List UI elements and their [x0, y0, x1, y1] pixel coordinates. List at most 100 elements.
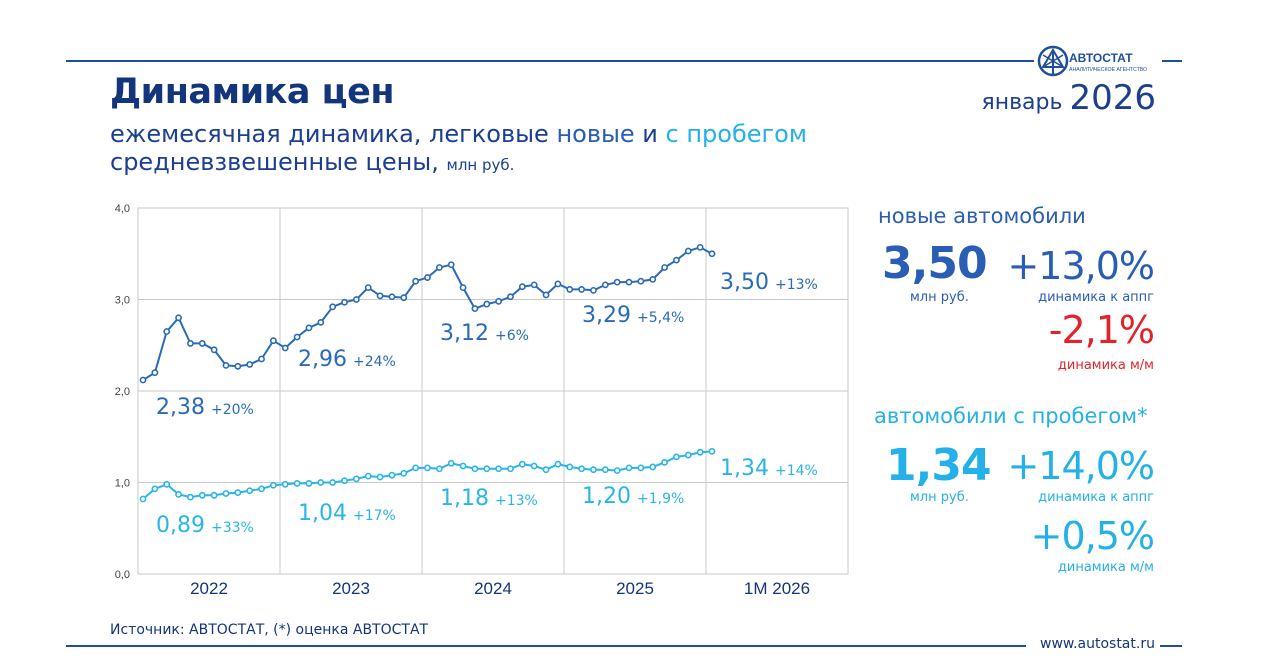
- new-data-point: [649, 275, 657, 283]
- used-data-point: [341, 477, 348, 485]
- new-cars-heading: новые автомобили: [878, 204, 1086, 228]
- y-tick-label: 4,0: [115, 203, 130, 215]
- new-data-point: [269, 337, 277, 345]
- used-data-point: [364, 472, 372, 480]
- new-period-value: 3,29: [582, 303, 631, 328]
- used-data-point: [649, 463, 657, 471]
- new-data-point: [364, 284, 372, 292]
- new-data-point: [578, 286, 586, 293]
- report-period: январь 2026: [981, 78, 1156, 118]
- used-data-point: [412, 464, 420, 472]
- used-data-point: [578, 465, 586, 473]
- price-chart: 0,0 1,0 2,0 3,0 4,0 2022 2023 2024 2025 1M 2026 2,…: [115, 203, 849, 598]
- new-data-point: [696, 243, 704, 251]
- used-data-point: [459, 462, 467, 470]
- new-data-point: [566, 286, 574, 293]
- new-data-point: [590, 286, 597, 294]
- used-data-point: [352, 475, 360, 483]
- used-data-point: [317, 479, 325, 486]
- subtitle-2-text: средневзвешенные цены,: [110, 148, 447, 176]
- subtitle-line-2: средневзвешенные цены, млн руб.: [110, 148, 514, 176]
- used-data-point: [590, 466, 597, 474]
- new-data-point: [388, 293, 396, 301]
- subtitle-used: с пробегом: [665, 120, 807, 148]
- used-data-point: [269, 481, 277, 489]
- new-period-change: +13%: [775, 277, 818, 293]
- subtitle-line-1: ежемесячная динамика, легковые новые и с…: [110, 120, 807, 148]
- logo-name: АВТОСТАТ: [1069, 51, 1133, 65]
- used-data-point: [388, 471, 396, 479]
- used-period-change: +1,9%: [637, 491, 684, 507]
- new-data-point: [210, 346, 218, 354]
- used-period-change: +33%: [211, 520, 254, 536]
- new-data-point: [151, 369, 159, 377]
- new-data-point: [234, 362, 242, 370]
- new-period-change: +6%: [495, 328, 529, 344]
- used-data-point: [447, 459, 455, 467]
- new-data-point: [554, 280, 562, 288]
- new-data-point: [625, 278, 633, 286]
- used-data-point: [554, 460, 562, 468]
- new-data-point: [305, 324, 313, 332]
- used-data-point: [187, 493, 194, 501]
- x-period-label: 2025: [616, 579, 654, 598]
- logo-mark-icon: АВТОСТАТ АНАЛИТИЧЕСКОЕ АГЕНТСТВО: [1037, 45, 1147, 77]
- used-period-label: 1,20 +1,9%: [582, 484, 684, 509]
- used-data-point: [495, 465, 503, 473]
- new-data-point: [459, 284, 467, 292]
- used-data-point: [281, 480, 289, 488]
- used-period-value: 1,18: [440, 486, 489, 511]
- new-period-change: +20%: [211, 402, 254, 418]
- used-data-point: [684, 451, 692, 459]
- period-year: 2026: [1069, 78, 1156, 118]
- x-period-label: 2022: [190, 579, 228, 598]
- used-data-point: [566, 463, 574, 471]
- period-month: январь: [981, 90, 1070, 115]
- new-data-point: [542, 291, 550, 299]
- used-data-point: [246, 487, 254, 495]
- used-period-change: +17%: [353, 508, 396, 524]
- new-data-point: [424, 274, 431, 281]
- used-data-point: [329, 479, 337, 486]
- new-data-point: [198, 340, 206, 347]
- used-period-value: 0,89: [156, 513, 205, 538]
- new-cars-mom-caption: динамика м/м: [1057, 358, 1154, 373]
- used-data-point: [542, 466, 550, 474]
- used-data-point: [661, 458, 668, 466]
- new-period-change: +5,4%: [637, 310, 684, 326]
- top-rule-right: [1162, 60, 1182, 62]
- new-data-point: [341, 298, 348, 306]
- used-data-point: [139, 495, 147, 503]
- used-data-point: [198, 491, 206, 499]
- used-period-value: 1,34: [720, 456, 769, 481]
- new-data-point: [352, 296, 360, 303]
- y-tick-label: 2,0: [115, 386, 130, 398]
- used-data-point: [708, 447, 716, 455]
- new-data-point: [139, 376, 147, 384]
- used-cars-price-unit: млн руб.: [910, 490, 969, 505]
- used-data-point: [483, 465, 491, 473]
- used-data-point: [530, 462, 538, 470]
- used-data-point: [163, 480, 171, 488]
- new-data-point: [281, 344, 289, 352]
- used-period-change: +13%: [495, 493, 538, 509]
- used-data-point: [507, 465, 514, 473]
- new-data-point: [400, 294, 408, 302]
- used-period-label: 1,04 +17%: [298, 501, 396, 526]
- new-data-point: [293, 333, 301, 341]
- new-data-point: [187, 340, 194, 347]
- new-cars-yoy-caption: динамика к аппг: [1038, 290, 1154, 305]
- subtitle-2-unit: млн руб.: [446, 156, 515, 174]
- website-link[interactable]: www.autostat.ru: [1040, 636, 1155, 652]
- new-period-value: 2,96: [298, 347, 347, 372]
- used-data-point: [424, 464, 431, 472]
- new-data-point: [601, 281, 609, 289]
- new-data-point: [483, 300, 491, 308]
- used-cars-yoy-caption: динамика к аппг: [1038, 490, 1154, 505]
- used-data-point: [625, 464, 633, 472]
- new-data-point: [329, 303, 337, 311]
- new-data-point: [376, 292, 384, 300]
- new-data-point: [613, 278, 621, 286]
- new-data-point: [246, 361, 254, 368]
- used-data-point: [637, 464, 645, 472]
